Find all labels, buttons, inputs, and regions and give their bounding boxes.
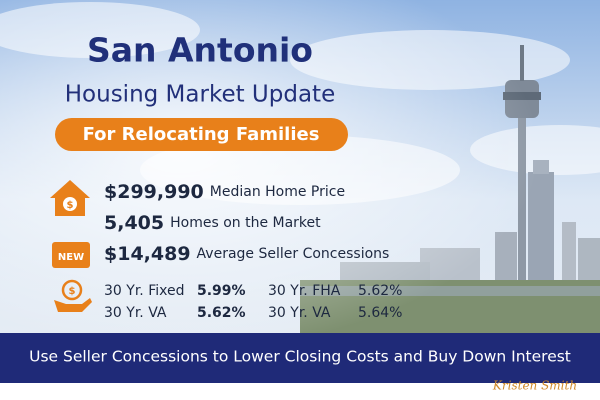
rate-value: 5.64% bbox=[358, 305, 402, 321]
stat-row: $299,990 Median Home Price bbox=[104, 181, 345, 203]
rate-value: 5.99% bbox=[197, 283, 246, 299]
stat-value: $299,990 bbox=[104, 181, 204, 203]
banner-text: Use Seller Concessions to Lower Closing … bbox=[29, 348, 571, 366]
new-icon-text: NEW bbox=[58, 252, 84, 263]
rate-value: 5.62% bbox=[358, 283, 402, 299]
title: San Antonio bbox=[87, 31, 313, 70]
rate-label: 30 Yr. Fixed bbox=[104, 283, 184, 299]
rate-label: 30 Yr. VA bbox=[104, 305, 167, 321]
rate-label: 30 Yr. FHA bbox=[268, 283, 341, 299]
subtitle: Housing Market Update bbox=[65, 82, 335, 108]
badge-pill bbox=[55, 118, 348, 151]
stat-label: Homes on the Market bbox=[170, 215, 321, 231]
svg-text:$: $ bbox=[67, 200, 74, 211]
badge-text: For Relocating Families bbox=[83, 124, 320, 145]
hand-coin-icon: $ bbox=[54, 279, 92, 312]
stat-label: Average Seller Concessions bbox=[197, 246, 390, 262]
text-backdrop bbox=[0, 0, 600, 333]
house-icon: $ bbox=[50, 180, 90, 216]
rate-value: 5.62% bbox=[197, 305, 246, 321]
stat-row: 5,405 Homes on the Market bbox=[104, 212, 321, 234]
stat-value: $14,489 bbox=[104, 243, 191, 265]
stat-label: Median Home Price bbox=[210, 184, 345, 200]
banner-bar bbox=[0, 333, 600, 383]
new-icon bbox=[52, 242, 90, 268]
stat-row: $14,489 Average Seller Concessions bbox=[104, 243, 389, 265]
footer bbox=[0, 383, 600, 400]
logo: Kristen Smith bbox=[492, 379, 577, 393]
rate-label: 30 Yr. VA bbox=[268, 305, 331, 321]
rates: 30 Yr. Fixed 5.99% 30 Yr. FHA 5.62% 30 Y… bbox=[104, 283, 402, 321]
svg-text:$: $ bbox=[69, 286, 76, 297]
stat-value: 5,405 bbox=[104, 212, 164, 234]
